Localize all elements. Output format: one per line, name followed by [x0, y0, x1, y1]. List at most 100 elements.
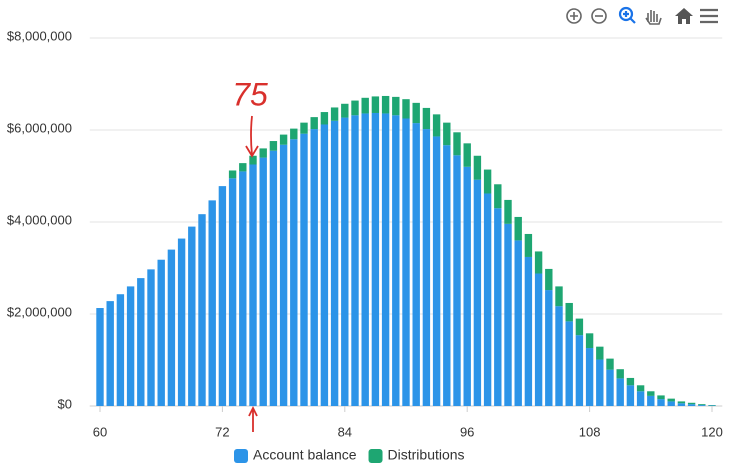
bar-segment: [330, 107, 339, 121]
bar-segment: [524, 233, 533, 257]
selection-zoom-button[interactable]: [618, 6, 636, 24]
bar-segment: [545, 290, 553, 406]
bar-segment: [259, 157, 267, 406]
legend-item[interactable]: Account balance: [234, 447, 357, 463]
bar-segment: [249, 164, 257, 406]
bar-segment: [504, 223, 512, 406]
bar-segment: [330, 120, 339, 407]
bar-segment: [147, 269, 155, 406]
bar-segment: [524, 256, 533, 406]
bar-segment: [555, 306, 563, 406]
bar-segment: [351, 100, 359, 116]
bar-segment: [412, 123, 420, 406]
y-tick-label: $8,000,000: [7, 28, 72, 43]
y-tick-label: $6,000,000: [7, 120, 72, 135]
bar-segment: [596, 346, 604, 360]
x-tick-label: 120: [701, 424, 723, 439]
bar-segment: [422, 107, 431, 130]
bar-segment: [545, 268, 553, 291]
bar-segment: [453, 132, 461, 156]
bar-segment: [422, 129, 431, 406]
bar-segment: [647, 395, 655, 406]
bar-segment: [290, 139, 298, 406]
bar-segment: [636, 391, 645, 406]
bar-segment: [483, 193, 492, 406]
bar-segment: [657, 399, 665, 406]
y-tick-label: $2,000,000: [7, 304, 72, 319]
bar-segment: [606, 358, 614, 370]
bar-segment: [667, 401, 675, 406]
bar-segment: [106, 301, 114, 406]
legend-swatch: [234, 449, 248, 463]
bar-segment: [269, 141, 278, 151]
zoom-out-button[interactable]: [591, 8, 607, 24]
bar-segment: [279, 144, 288, 406]
bar-segment: [534, 273, 543, 406]
bar-segment: [198, 214, 206, 406]
x-tick-label: 84: [338, 424, 352, 439]
bar-segment: [402, 99, 410, 119]
bar-segment: [606, 369, 614, 406]
bar-segment: [381, 95, 390, 114]
bar-segment: [514, 240, 522, 406]
bar-segment: [167, 249, 176, 406]
annotation: [245, 115, 259, 432]
bar-segment: [432, 114, 441, 137]
bar-segment: [341, 103, 349, 118]
legend-label: Account balance: [253, 447, 357, 463]
bar-segment: [504, 199, 512, 224]
legend-swatch: [368, 449, 383, 463]
bar-segment: [596, 359, 604, 406]
bar-segment: [443, 122, 451, 146]
bar-segment: [534, 251, 543, 274]
zoom-in-button[interactable]: [566, 8, 582, 24]
bar-segment: [616, 369, 624, 379]
bar-segment: [687, 402, 696, 405]
menu-button[interactable]: [700, 8, 718, 24]
bar-segment: [341, 117, 349, 406]
bar-segment: [137, 278, 145, 406]
bar-segment: [565, 321, 573, 406]
x-tick-label: 96: [460, 424, 474, 439]
bar-segment: [228, 178, 237, 406]
bar-segment: [463, 166, 471, 406]
bar-segment: [218, 186, 227, 406]
y-tick-label: $0: [58, 396, 72, 411]
bar-segment: [96, 308, 104, 406]
bar-segment: [698, 405, 706, 406]
x-tick-label: 72: [215, 424, 229, 439]
bar-segment: [667, 398, 675, 402]
bar-segment: [300, 122, 308, 134]
toolbar: [566, 6, 718, 25]
bar-segment: [320, 112, 329, 125]
bar-segment: [657, 395, 665, 400]
bar-segment: [126, 286, 135, 406]
bar-segment: [575, 335, 584, 406]
x-tick-label: 60: [93, 424, 107, 439]
bar-segment: [626, 385, 635, 406]
bar-segment: [514, 216, 522, 241]
pan-button[interactable]: [645, 10, 662, 25]
bar-segment: [616, 378, 624, 406]
bar-segment: [483, 169, 492, 194]
bar-segment: [249, 155, 257, 165]
bar-segment: [381, 113, 390, 406]
bar-segment: [412, 102, 420, 124]
bar-segment: [310, 129, 318, 406]
bar-segment: [555, 286, 563, 307]
bar-segment: [310, 117, 318, 130]
bar-segment: [443, 145, 451, 406]
bar-segment: [473, 155, 482, 180]
bar-segment: [157, 259, 165, 406]
bar-segment: [116, 294, 125, 406]
bar-segment: [239, 163, 247, 172]
bar-segment: [259, 148, 267, 158]
bar-segment: [698, 404, 706, 406]
bar-segment: [300, 133, 308, 406]
bar-segment: [463, 143, 471, 167]
legend-item[interactable]: Distributions: [368, 447, 465, 463]
bar-segment: [269, 150, 278, 406]
reset-button[interactable]: [675, 8, 693, 24]
y-tick-label: $4,000,000: [7, 212, 72, 227]
